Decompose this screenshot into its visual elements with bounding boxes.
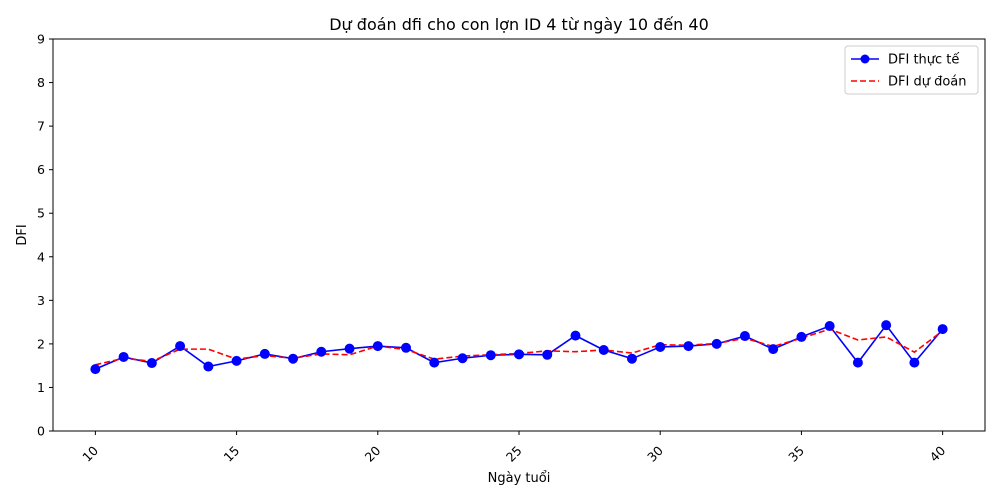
data-point bbox=[909, 357, 920, 368]
legend-label: DFI thực tế bbox=[888, 53, 959, 68]
data-point bbox=[344, 343, 355, 354]
series-line-predicted bbox=[95, 328, 944, 366]
data-point bbox=[655, 341, 666, 352]
data-point bbox=[90, 364, 101, 375]
x-axis: 10 15 20 25 30 35 40 bbox=[79, 431, 948, 465]
data-point bbox=[401, 342, 412, 353]
data-point bbox=[259, 348, 270, 359]
data-point bbox=[683, 341, 694, 352]
data-point bbox=[118, 351, 129, 362]
data-point bbox=[768, 344, 779, 355]
data-point bbox=[372, 341, 383, 352]
data-point bbox=[852, 357, 863, 368]
data-point bbox=[175, 341, 186, 352]
plot-frame bbox=[52, 38, 986, 432]
y-tick-label: 4 bbox=[37, 249, 45, 264]
data-point bbox=[203, 361, 214, 372]
legend-marker bbox=[860, 54, 870, 64]
y-tick-label: 2 bbox=[37, 336, 45, 351]
chart-title: Dự đoán dfi cho con lợn ID 4 từ ngày 10 … bbox=[329, 15, 709, 34]
data-point bbox=[429, 357, 440, 368]
x-axis-title: Ngày tuổi bbox=[488, 471, 551, 486]
x-tick-label: 30 bbox=[644, 443, 666, 465]
y-axis-title: DFI bbox=[15, 224, 30, 245]
x-tick-label: 40 bbox=[927, 443, 949, 465]
data-point bbox=[542, 349, 553, 360]
data-point bbox=[824, 321, 835, 332]
series-line-actual bbox=[95, 323, 944, 370]
data-point bbox=[316, 346, 327, 357]
data-point bbox=[288, 353, 299, 364]
y-tick-label: 9 bbox=[37, 32, 45, 47]
x-tick-label: 25 bbox=[503, 443, 525, 465]
x-tick-label: 15 bbox=[220, 443, 242, 465]
data-point bbox=[146, 358, 157, 369]
y-tick-label: 1 bbox=[37, 380, 45, 395]
data-point bbox=[937, 324, 948, 335]
data-point bbox=[457, 353, 468, 364]
data-point bbox=[739, 331, 750, 342]
legend: DFI thực tế DFI dự đoán bbox=[844, 45, 979, 95]
y-tick-label: 8 bbox=[37, 75, 45, 90]
data-point bbox=[711, 338, 722, 349]
data-point bbox=[514, 349, 524, 360]
data-point bbox=[570, 330, 581, 341]
x-tick-label: 10 bbox=[79, 443, 101, 465]
data-point bbox=[796, 331, 807, 342]
y-tick-label: 3 bbox=[37, 293, 45, 308]
y-tick-label: 5 bbox=[37, 206, 45, 221]
data-point bbox=[881, 320, 892, 331]
data-point bbox=[626, 353, 637, 364]
x-tick-label: 20 bbox=[362, 443, 384, 465]
legend-label: DFI dự đoán bbox=[888, 75, 967, 90]
y-tick-label: 7 bbox=[37, 119, 45, 134]
legend-box bbox=[844, 45, 979, 95]
y-tick-label: 6 bbox=[37, 162, 45, 177]
plot-area bbox=[90, 320, 948, 375]
y-tick-label: 0 bbox=[37, 424, 45, 439]
data-point bbox=[485, 350, 496, 361]
x-tick-label: 35 bbox=[785, 443, 807, 465]
data-point bbox=[598, 344, 609, 355]
data-point bbox=[231, 355, 242, 366]
y-axis: 0 1 2 3 4 5 6 7 8 9 bbox=[37, 32, 53, 439]
